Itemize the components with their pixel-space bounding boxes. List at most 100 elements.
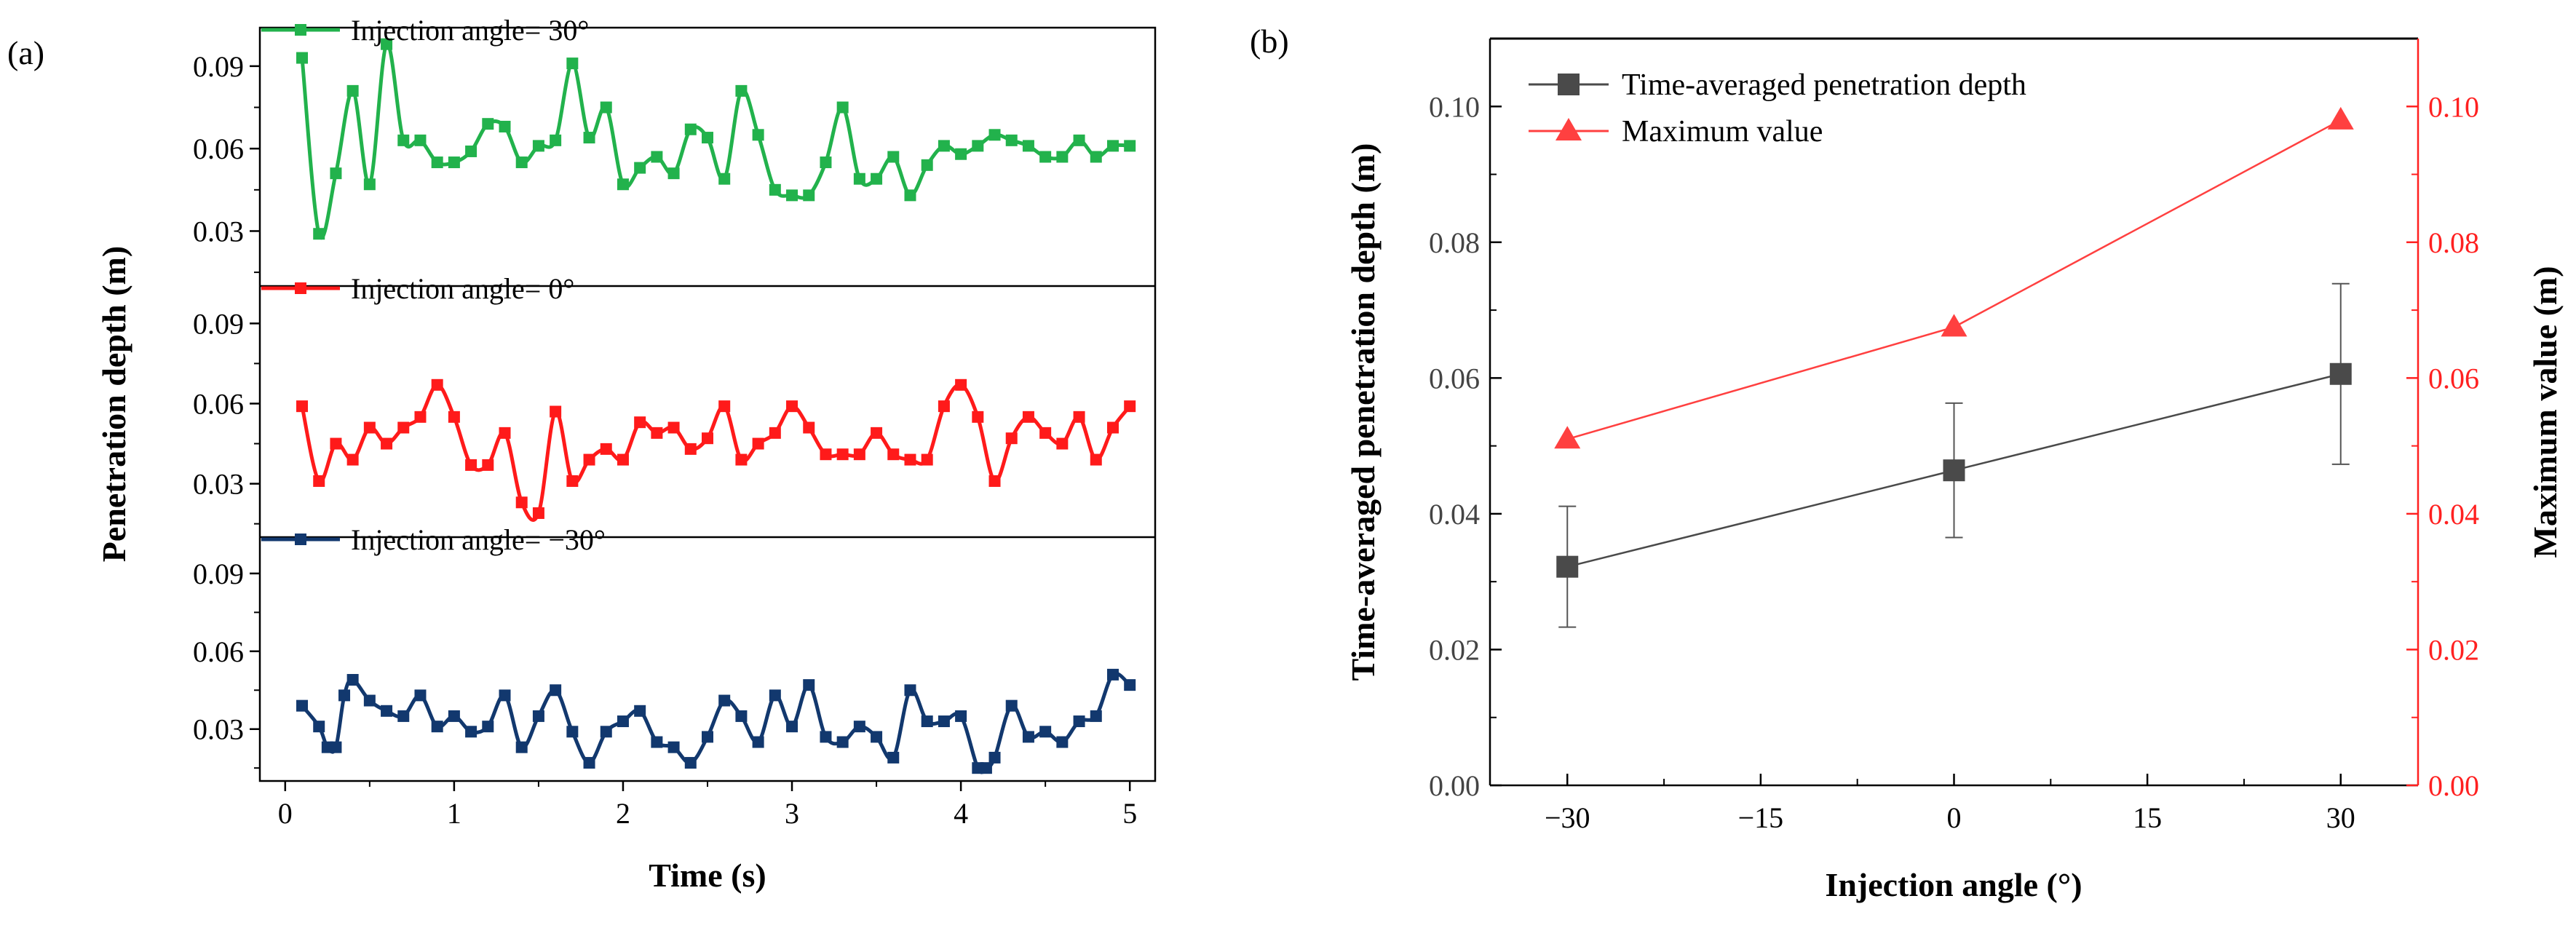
data-point [465, 726, 477, 738]
data-point [431, 721, 443, 733]
data-point [988, 129, 1001, 141]
x-tick-label: 5 [1122, 797, 1137, 830]
legend-label: Injection angle= −30° [351, 523, 606, 556]
data-point [1005, 134, 1018, 146]
data-point [1106, 140, 1119, 152]
data-point [786, 189, 798, 202]
panel-a: (a) 0 1 2 3 4 5 0.03 0.06 0.09 0.03 0.06 0.09 0.03 0.… [7, 14, 1157, 894]
y-tick-label: 0.03 [193, 468, 244, 501]
panel-a-label: (a) [7, 34, 44, 71]
data-point [735, 710, 748, 722]
data-point [702, 731, 713, 743]
data-point [550, 405, 562, 418]
legend-marker [295, 534, 306, 545]
data-point [330, 437, 342, 450]
data-point [955, 148, 967, 160]
data-point [887, 151, 900, 163]
data-point [482, 459, 494, 471]
data-point [667, 421, 680, 434]
data-point [414, 689, 427, 702]
data-point [702, 432, 713, 445]
data-point [836, 101, 849, 114]
data-point [938, 400, 950, 413]
data-point [887, 751, 900, 764]
data-point [550, 684, 562, 697]
data-point [313, 475, 325, 487]
y-right-tick-label: 0.08 [2428, 226, 2479, 259]
data-point [1056, 437, 1069, 450]
data-point [330, 167, 342, 180]
data-point [363, 694, 376, 707]
data-point [1022, 411, 1034, 423]
data-point [448, 411, 460, 423]
legend-marker [295, 282, 306, 294]
data-point [634, 705, 646, 717]
x-tick-label: −30 [1545, 801, 1590, 834]
panel-b-xlabel: Injection angle (°) [1825, 866, 2082, 903]
data-point [634, 416, 646, 429]
panel-a-xlabel: Time (s) [649, 857, 766, 894]
panel-b-legend: Time-averaged penetration depth Maximum v… [1529, 68, 2026, 148]
panel-a-ylabel: Penetration depth (m) [95, 246, 132, 562]
y-right-tick-label: 0.02 [2428, 633, 2479, 666]
data-point-triangle [1941, 314, 1967, 337]
data-point [1056, 736, 1069, 748]
data-point [904, 684, 916, 697]
legend-label: Injection angle= 0° [351, 272, 574, 305]
data-point [1005, 699, 1018, 712]
y-right-tick-label: 0.04 [2428, 498, 2479, 531]
y-left-tick-label: 0.02 [1429, 633, 1480, 666]
data-point [836, 448, 849, 461]
data-point-square [2329, 362, 2352, 385]
data-point [330, 741, 342, 753]
data-point [381, 705, 393, 717]
data-point [820, 448, 832, 461]
data-point [1039, 726, 1052, 738]
data-point [448, 156, 460, 169]
data-point [651, 736, 663, 748]
data-point [651, 151, 663, 163]
data-point [1022, 140, 1034, 152]
data-point [515, 741, 528, 753]
data-point [836, 736, 849, 748]
y-tick-label: 0.09 [193, 50, 244, 83]
data-point [397, 134, 410, 146]
data-point [769, 689, 781, 702]
y-right-tick-label: 0.10 [2428, 90, 2479, 123]
data-point [346, 674, 359, 686]
data-point [735, 453, 748, 466]
y-left-tick-label: 0.08 [1429, 226, 1480, 259]
data-point [363, 178, 376, 191]
data-point [1073, 715, 1085, 728]
data-point [634, 162, 646, 174]
data-point [972, 140, 984, 152]
y-tick-label: 0.06 [193, 132, 244, 165]
y-left-tick-label: 0.06 [1429, 362, 1480, 394]
data-point [921, 453, 933, 466]
data-point [313, 228, 325, 240]
data-point [871, 731, 883, 743]
data-point [752, 129, 764, 141]
x-tick-label: 30 [2326, 801, 2355, 834]
data-point [938, 715, 950, 728]
data-point [448, 710, 460, 722]
data-point [1124, 679, 1136, 691]
x-tick-label: 4 [954, 797, 968, 830]
data-point [904, 453, 916, 466]
data-point [1106, 668, 1119, 681]
data-point [414, 134, 427, 146]
x-tick-label: 3 [785, 797, 799, 830]
data-point [566, 726, 579, 738]
data-point [820, 731, 832, 743]
data-point [550, 134, 562, 146]
data-point [381, 38, 393, 50]
data-point [313, 721, 325, 733]
data-point [1056, 151, 1069, 163]
data-point [532, 507, 544, 519]
data-point [465, 145, 477, 157]
data-point [397, 421, 410, 434]
data-point [752, 437, 764, 450]
data-point [718, 172, 731, 185]
data-point [853, 448, 865, 461]
y-right-tick-label: 0.06 [2428, 362, 2479, 394]
